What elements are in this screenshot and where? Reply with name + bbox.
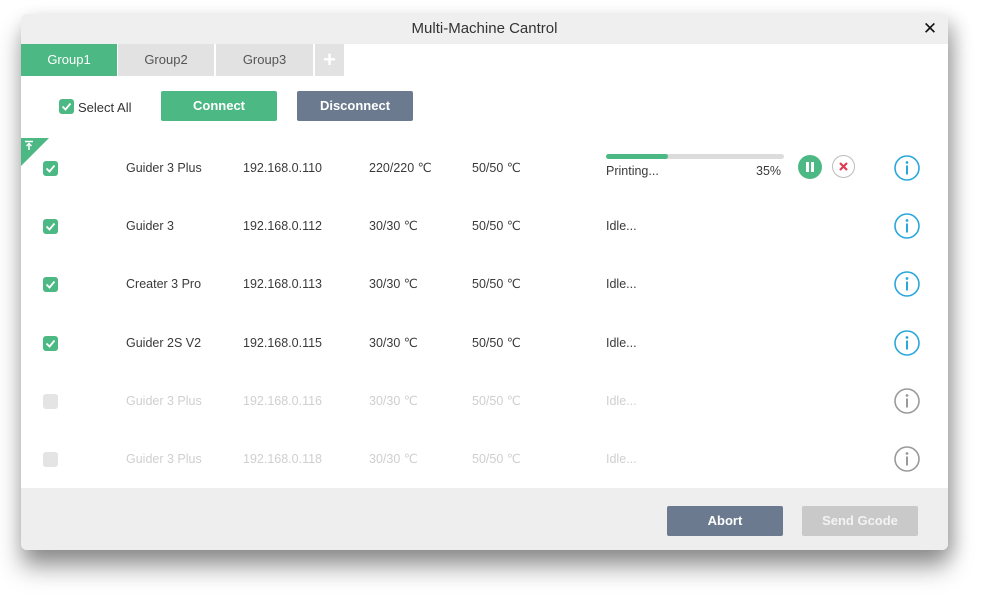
machine-row: Guider 3 Plus 192.168.0.116 30/30 ℃ 50/5… — [21, 386, 948, 416]
machine-name: Guider 3 — [126, 219, 174, 233]
select-all-label: Select All — [78, 100, 132, 115]
row-checkbox[interactable] — [43, 161, 58, 176]
check-icon — [61, 102, 72, 111]
machine-ip: 192.168.0.110 — [243, 161, 323, 175]
connect-button[interactable]: Connect — [161, 91, 277, 121]
print-progress-bar — [606, 154, 784, 159]
machine-row[interactable]: Creater 3 Pro 192.168.0.113 30/30 ℃ 50/5… — [21, 269, 948, 299]
bed-temp: 50/50 ℃ — [472, 452, 521, 466]
pause-icon — [806, 162, 814, 172]
machine-name: Guider 2S V2 — [126, 336, 202, 350]
machine-name: Guider 3 Plus — [126, 394, 202, 408]
print-progress-fill — [606, 154, 669, 159]
machine-name: Guider 3 Plus — [126, 452, 202, 466]
machine-status: Idle... — [606, 394, 637, 408]
machine-ip: 192.168.0.116 — [243, 394, 323, 408]
window-title: Multi-Machine Cantrol — [411, 20, 558, 37]
tab-group1[interactable]: Group1 — [21, 44, 117, 76]
machine-status: Idle... — [606, 336, 637, 350]
machine-row[interactable]: Guider 3 Plus 192.168.0.110 220/220 ℃ 50… — [21, 153, 948, 183]
check-icon — [45, 339, 56, 348]
bed-temp: 50/50 ℃ — [472, 336, 521, 350]
info-icon[interactable] — [893, 212, 921, 240]
send-gcode-button[interactable]: Send Gcode — [802, 506, 918, 536]
check-icon — [45, 222, 56, 231]
plus-icon: + — [323, 47, 336, 72]
machine-row[interactable]: Guider 2S V2 192.168.0.115 30/30 ℃ 50/50… — [21, 328, 948, 358]
multi-machine-dialog: Multi-Machine Cantrol ✕ Group1 Group2 Gr… — [21, 14, 948, 550]
close-icon[interactable]: ✕ — [922, 19, 938, 38]
pin-top-icon — [25, 140, 33, 150]
bed-temp: 50/50 ℃ — [472, 394, 521, 408]
machine-status: Idle... — [606, 219, 637, 233]
machine-ip: 192.168.0.115 — [243, 336, 323, 350]
check-icon — [45, 280, 56, 289]
nozzle-temp: 30/30 ℃ — [369, 219, 418, 233]
machine-ip: 192.168.0.118 — [243, 452, 323, 466]
progress-percent: 35% — [756, 164, 782, 178]
info-icon[interactable] — [893, 445, 921, 473]
row-checkbox — [43, 394, 58, 409]
nozzle-temp: 220/220 ℃ — [369, 161, 432, 175]
nozzle-temp: 30/30 ℃ — [369, 336, 418, 350]
machine-status: Idle... — [606, 277, 637, 291]
disconnect-button[interactable]: Disconnect — [297, 91, 413, 121]
row-checkbox[interactable] — [43, 219, 58, 234]
machine-ip: 192.168.0.113 — [243, 277, 323, 291]
bed-temp: 50/50 ℃ — [472, 161, 521, 175]
bed-temp: 50/50 ℃ — [472, 219, 521, 233]
add-group-button[interactable]: + — [315, 44, 344, 76]
tab-group2[interactable]: Group2 — [118, 44, 214, 76]
machine-name: Guider 3 Plus — [126, 161, 202, 175]
machine-ip: 192.168.0.112 — [243, 219, 323, 233]
info-icon[interactable] — [893, 387, 921, 415]
bed-temp: 50/50 ℃ — [472, 277, 521, 291]
row-checkbox[interactable] — [43, 336, 58, 351]
pause-button[interactable] — [798, 155, 822, 179]
machine-status: Idle... — [606, 452, 637, 466]
select-all-checkbox[interactable] — [59, 99, 74, 114]
cancel-print-button[interactable] — [832, 155, 855, 178]
nozzle-temp: 30/30 ℃ — [369, 277, 418, 291]
nozzle-temp: 30/30 ℃ — [369, 452, 418, 466]
machine-name: Creater 3 Pro — [126, 277, 202, 291]
abort-button[interactable]: Abort — [667, 506, 783, 536]
info-icon[interactable] — [893, 154, 921, 182]
row-checkbox — [43, 452, 58, 467]
nozzle-temp: 30/30 ℃ — [369, 394, 418, 408]
title-bar: Multi-Machine Cantrol ✕ — [21, 14, 948, 44]
machine-row[interactable]: Guider 3 192.168.0.112 30/30 ℃ 50/50 ℃ I… — [21, 211, 948, 241]
info-icon[interactable] — [893, 329, 921, 357]
machine-status: Printing... — [606, 164, 659, 178]
check-icon — [45, 164, 56, 173]
row-checkbox[interactable] — [43, 277, 58, 292]
dialog-footer: Abort Send Gcode — [21, 488, 948, 550]
machine-row: Guider 3 Plus 192.168.0.118 30/30 ℃ 50/5… — [21, 444, 948, 474]
info-icon[interactable] — [893, 270, 921, 298]
close-icon — [839, 162, 848, 171]
tab-group3[interactable]: Group3 — [216, 44, 313, 76]
